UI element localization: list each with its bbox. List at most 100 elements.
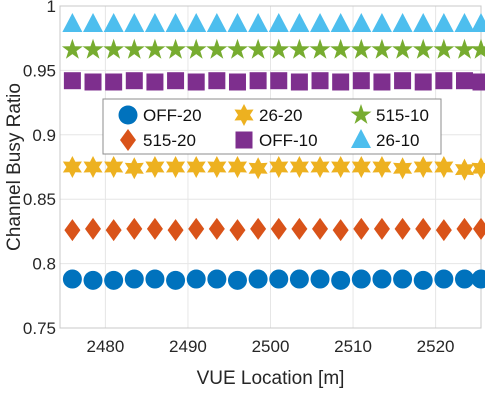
data-point	[331, 156, 351, 178]
data-point	[188, 217, 205, 240]
data-point	[124, 157, 144, 180]
data-point	[435, 219, 452, 242]
data-point	[268, 38, 290, 59]
data-point	[186, 13, 207, 33]
legend-label: OFF-10	[259, 131, 318, 150]
data-point	[105, 73, 123, 91]
legend-marker	[118, 105, 138, 125]
data-point	[413, 13, 434, 33]
data-point	[311, 72, 329, 90]
data-point	[146, 73, 164, 91]
data-point	[353, 217, 370, 240]
data-point	[62, 269, 82, 289]
data-point	[144, 13, 165, 33]
data-point	[186, 269, 206, 289]
data-point	[291, 217, 308, 240]
data-point	[166, 270, 186, 290]
data-point	[454, 158, 475, 181]
data-point	[145, 156, 165, 178]
data-point	[227, 270, 247, 290]
data-point	[145, 269, 165, 289]
legend-label: 515-10	[376, 106, 429, 125]
legend-item: 515-10	[350, 104, 429, 125]
data-point	[208, 217, 225, 240]
series-26-10	[62, 13, 485, 33]
y-tick-label: 0.75	[23, 319, 56, 338]
data-point	[310, 156, 330, 178]
data-point	[167, 72, 185, 90]
series-515-20	[64, 217, 485, 242]
data-point	[61, 38, 83, 59]
legend-item: 26-20	[234, 104, 302, 126]
data-point	[332, 73, 350, 91]
data-point	[393, 157, 413, 180]
data-point	[289, 13, 310, 33]
data-point	[64, 219, 81, 242]
data-point	[166, 156, 186, 178]
data-point	[103, 38, 125, 59]
data-point	[206, 13, 227, 33]
data-point	[207, 156, 227, 178]
data-point	[268, 13, 289, 33]
data-point	[208, 72, 226, 90]
data-point	[123, 38, 145, 59]
data-point	[85, 217, 102, 240]
data-point	[372, 269, 392, 289]
data-point	[371, 38, 393, 59]
data-point	[269, 156, 289, 178]
legend-label: OFF-20	[143, 106, 202, 125]
data-point	[146, 217, 163, 240]
data-point	[331, 270, 351, 290]
data-point	[454, 13, 475, 33]
legend-marker	[235, 131, 253, 149]
y-tick-label: 0.85	[23, 190, 56, 209]
data-point	[455, 72, 473, 90]
legend-label: 515-20	[143, 131, 196, 150]
data-point	[470, 38, 485, 59]
legend-label: 26-20	[259, 106, 302, 125]
legend-label: 26-10	[376, 131, 419, 150]
data-point	[165, 38, 187, 59]
data-point	[228, 73, 246, 91]
legend-marker	[234, 104, 254, 126]
y-tick-label: 0.8	[32, 255, 56, 274]
data-point	[471, 13, 485, 33]
data-point	[167, 219, 184, 242]
data-point	[289, 269, 309, 289]
data-point	[413, 270, 433, 290]
data-point	[371, 13, 392, 33]
data-point	[248, 269, 268, 289]
data-point	[309, 38, 331, 59]
data-point	[227, 13, 248, 33]
series-OFF-10	[63, 72, 485, 91]
data-point	[249, 72, 267, 90]
legend: OFF-20 26-20 515-10 515-20 OFF-10 26-10	[102, 98, 442, 155]
data-point	[290, 73, 308, 91]
data-point	[414, 73, 432, 91]
data-point	[187, 73, 205, 91]
data-point	[415, 217, 432, 240]
data-point	[434, 269, 454, 289]
data-point	[227, 38, 248, 59]
data-point	[332, 219, 349, 242]
data-point	[351, 156, 371, 178]
legend-item: 26-10	[351, 129, 419, 150]
data-point	[82, 38, 104, 59]
data-point	[229, 219, 246, 242]
data-point	[456, 217, 473, 240]
data-point	[250, 217, 267, 240]
data-point	[62, 156, 82, 178]
data-point	[310, 269, 330, 289]
data-point	[144, 38, 166, 59]
data-point	[394, 72, 412, 90]
y-tick-label: 0.9	[32, 126, 56, 145]
data-point	[352, 72, 370, 90]
data-point	[435, 72, 453, 90]
data-point	[165, 13, 186, 33]
data-point	[104, 156, 124, 178]
legend-item: 515-20	[120, 129, 196, 151]
data-point	[207, 269, 227, 289]
data-point	[126, 217, 143, 240]
x-tick-label: 2520	[417, 337, 455, 356]
